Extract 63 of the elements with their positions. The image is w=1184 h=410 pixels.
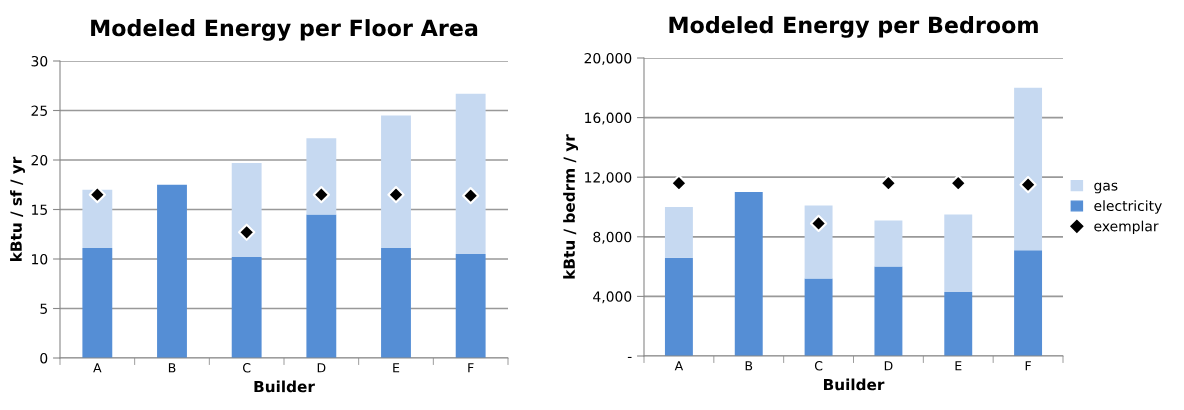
y-tick-label: 4,000 xyxy=(593,291,632,304)
y-tick-label: 15 xyxy=(32,204,47,215)
chart-title: Modeled Energy per Floor Area xyxy=(91,19,478,41)
x-tick-label: A xyxy=(674,361,684,371)
bar xyxy=(306,214,337,358)
bar xyxy=(664,257,693,356)
bar xyxy=(381,248,411,358)
x-tick-label: B xyxy=(745,361,753,371)
x-tick-label: D xyxy=(884,361,893,371)
bar xyxy=(455,254,486,358)
x-tick-label: F xyxy=(1025,361,1031,371)
y-axis-title: kBtu / sf / yr xyxy=(10,156,25,262)
point xyxy=(312,186,330,204)
x-tick-label: E xyxy=(393,363,400,373)
x-axis-title: Builder xyxy=(254,380,315,393)
bar xyxy=(664,207,693,258)
chart-title: Modeled Energy per Bedroom xyxy=(669,16,1038,38)
y-tick-label: 12,000 xyxy=(585,172,632,185)
y-tick-label: 10 xyxy=(32,253,48,265)
legend-label: exemplar xyxy=(1094,220,1159,235)
y-tick-label: 8,000 xyxy=(593,231,632,244)
bar xyxy=(804,278,833,356)
bar xyxy=(231,257,262,358)
x-tick-label: B xyxy=(168,363,176,373)
bar xyxy=(804,205,833,279)
x-tick-label: C xyxy=(243,363,251,373)
bar xyxy=(381,115,411,249)
y-axis-title: kBtu / bedrm / yr xyxy=(563,134,579,279)
bar xyxy=(874,266,903,356)
bar xyxy=(1014,250,1043,356)
bar xyxy=(944,291,973,356)
bar xyxy=(734,192,763,356)
point xyxy=(1019,176,1037,194)
y-tick-label: 30 xyxy=(31,55,48,67)
x-tick-label: A xyxy=(93,363,102,373)
x-tick-label: C xyxy=(814,361,823,371)
bar xyxy=(874,220,903,267)
bar xyxy=(306,138,337,215)
legend-label: gas xyxy=(1094,182,1118,194)
x-tick-label: D xyxy=(317,363,326,373)
y-tick-label: 20 xyxy=(31,154,48,166)
bar xyxy=(1014,87,1043,251)
bar xyxy=(157,184,187,358)
x-tick-label: F xyxy=(468,363,474,373)
bar xyxy=(455,93,486,255)
point xyxy=(88,186,106,204)
y-tick-label: - xyxy=(627,356,632,359)
point xyxy=(462,186,480,205)
point xyxy=(387,186,405,204)
y-tick-label: 16,000 xyxy=(585,112,632,125)
y-tick-label: 5 xyxy=(40,303,47,314)
point xyxy=(238,223,256,241)
point xyxy=(809,214,828,233)
x-tick-label: E xyxy=(955,361,962,371)
bar xyxy=(82,248,113,358)
y-tick-label: 25 xyxy=(31,105,47,116)
bar xyxy=(231,162,262,258)
y-tick-label: 0 xyxy=(40,352,48,364)
legend-label: electricity xyxy=(1094,200,1162,214)
bar xyxy=(944,214,973,292)
bar xyxy=(82,189,113,249)
y-tick-label: 20,000 xyxy=(584,52,632,65)
x-axis-title: Builder xyxy=(823,378,885,391)
